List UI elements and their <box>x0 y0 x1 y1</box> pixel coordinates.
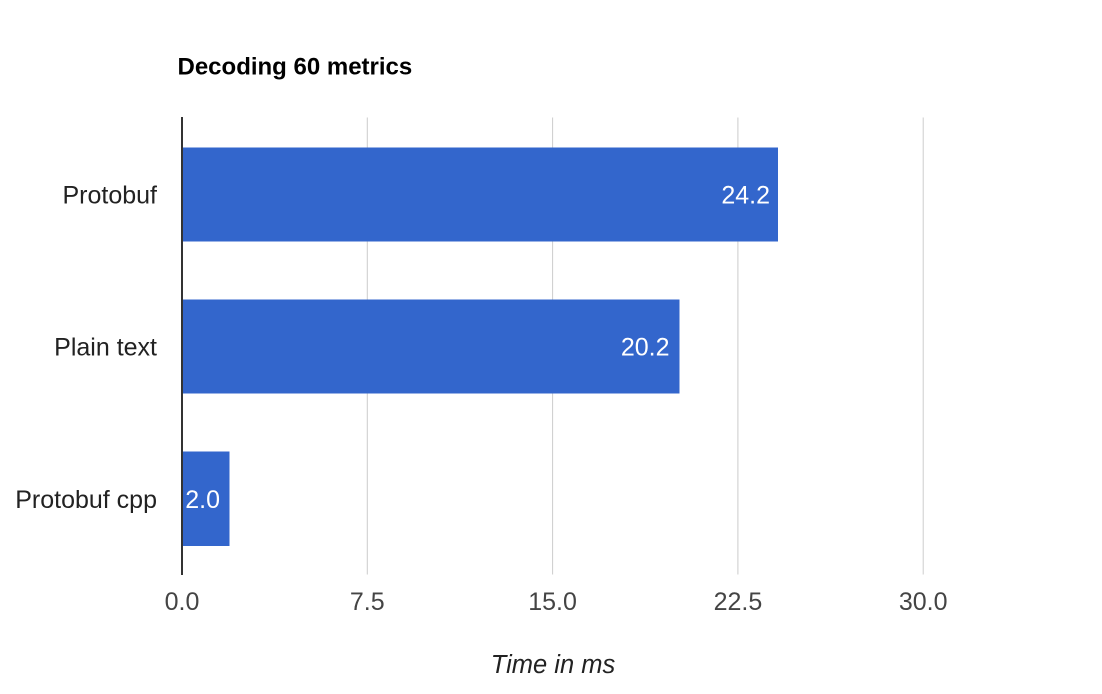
svg-text:24.2: 24.2 <box>721 182 770 210</box>
svg-text:2.0: 2.0 <box>185 486 220 514</box>
svg-text:Decoding 60 metrics: Decoding 60 metrics <box>178 54 413 81</box>
svg-text:7.5: 7.5 <box>350 588 385 616</box>
svg-text:0.0: 0.0 <box>165 588 200 616</box>
svg-text:Time in ms: Time in ms <box>491 651 616 679</box>
svg-text:Protobuf: Protobuf <box>62 182 157 210</box>
svg-text:Protobuf cpp: Protobuf cpp <box>15 486 157 514</box>
svg-text:15.0: 15.0 <box>528 588 577 616</box>
svg-text:Plain text: Plain text <box>54 334 157 362</box>
svg-text:22.5: 22.5 <box>714 588 763 616</box>
svg-text:30.0: 30.0 <box>899 588 948 616</box>
svg-text:20.2: 20.2 <box>621 334 670 362</box>
